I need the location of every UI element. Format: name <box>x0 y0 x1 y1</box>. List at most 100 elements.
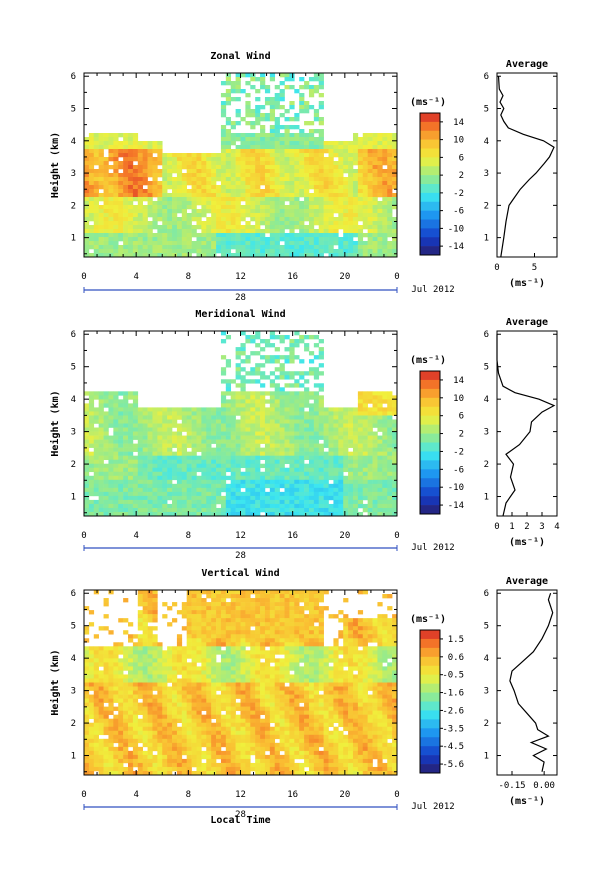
colorbar-segment <box>420 424 440 434</box>
average-y-tick-label: 2 <box>484 201 489 211</box>
colorbar-segment <box>420 371 440 381</box>
y-tick-label: 5 <box>71 105 76 115</box>
colorbar-segment <box>420 246 440 256</box>
colorbar-segment <box>420 647 440 658</box>
colorbar-tick-label: 14 <box>453 376 464 386</box>
day-label: 28 <box>235 293 246 303</box>
date-label: Jul 2012 <box>411 802 454 812</box>
colorbar-segment <box>420 113 440 123</box>
colorbar-segment <box>420 701 440 711</box>
colorbar-segment <box>420 442 440 452</box>
colorbar-segment <box>420 192 440 203</box>
average-title: Average <box>506 576 548 587</box>
panel-title: Vertical Wind <box>201 567 279 579</box>
colorbar-segment <box>420 184 440 194</box>
y-tick-label: 3 <box>71 169 76 179</box>
colorbar-segment <box>420 728 440 738</box>
y-axis-label: Height (km) <box>49 649 61 715</box>
y-axis-label: Height (km) <box>49 132 61 198</box>
colorbar-segment <box>420 219 440 229</box>
y-tick-label: 6 <box>71 330 76 340</box>
colorbar-tick-label: 14 <box>453 118 464 128</box>
average-x-tick-label: 0 <box>494 522 499 532</box>
colorbar-segment <box>420 746 440 756</box>
x-tick-label: 0 <box>81 531 86 541</box>
x-tick-label: 0 <box>394 790 399 800</box>
colorbar-tick-label: 1.5 <box>448 635 464 645</box>
colorbar-segment <box>420 496 440 506</box>
colorbar-tick-label: 6 <box>459 153 464 163</box>
colorbar-segment <box>420 710 440 720</box>
colorbar-tick-label: -10 <box>448 224 464 234</box>
x-tick-label: 12 <box>235 790 246 800</box>
colorbar-segment <box>420 505 440 515</box>
y-tick-label: 3 <box>71 687 76 697</box>
average-panel: Average 1 2 3 4 5 6 0 5 (ms⁻¹) <box>484 59 558 289</box>
colorbar-segment <box>420 764 440 774</box>
colorbar-segment <box>420 130 440 140</box>
x-tick-label: 0 <box>394 531 399 541</box>
colorbar-segment <box>420 683 440 693</box>
x-tick-label: 20 <box>339 272 350 282</box>
colorbar-tick-label: 2 <box>459 430 464 440</box>
colorbar-tick-label: -2.6 <box>442 706 464 716</box>
y-tick-label: 4 <box>71 654 76 664</box>
colorbar-unit: (ms⁻¹) <box>410 614 446 625</box>
colorbar-segment <box>420 755 440 765</box>
y-tick-label: 6 <box>71 72 76 82</box>
average-y-tick-label: 4 <box>484 395 489 405</box>
colorbar-segment <box>420 460 440 470</box>
y-tick-label: 1 <box>71 752 76 762</box>
colorbar-segment <box>420 397 440 408</box>
average-y-tick-label: 5 <box>484 622 489 632</box>
average-y-tick-label: 3 <box>484 169 489 179</box>
colorbar-segment <box>420 478 440 488</box>
colorbar-tick-label: -0.5 <box>442 671 464 681</box>
colorbar-segment <box>420 674 440 684</box>
x-tick-label: 4 <box>133 272 138 282</box>
average-profile-line <box>497 76 555 258</box>
y-tick-label: 2 <box>71 460 76 470</box>
heatmap-cells <box>84 73 398 258</box>
colorbar-tick-label: -6 <box>453 465 464 475</box>
x-tick-label: 16 <box>287 790 298 800</box>
average-x-tick-label: 0 <box>494 263 499 273</box>
panel-title: Zonal Wind <box>210 50 270 62</box>
average-y-tick-label: 6 <box>484 72 489 82</box>
colorbar-tick-label: 0.6 <box>448 653 464 663</box>
colorbar-tick-label: 2 <box>459 171 464 181</box>
average-profile-line <box>509 593 554 772</box>
average-y-tick-label: 4 <box>484 654 489 664</box>
x-tick-label: 0 <box>81 790 86 800</box>
average-title: Average <box>506 59 548 70</box>
average-y-tick-label: 6 <box>484 589 489 599</box>
colorbar-tick-label: 6 <box>459 412 464 422</box>
colorbar-segment <box>420 737 440 747</box>
average-frame <box>496 589 558 776</box>
colorbar-segment <box>420 433 440 443</box>
x-tick-label: 8 <box>186 272 191 282</box>
day-label: 28 <box>235 810 246 820</box>
colorbar-frame <box>419 112 441 256</box>
average-title: Average <box>506 317 548 328</box>
average-x-tick-label: 1 <box>509 522 514 532</box>
average-y-tick-label: 3 <box>484 428 489 438</box>
colorbar-segment <box>420 210 440 220</box>
average-x-label: (ms⁻¹) <box>509 796 545 807</box>
colorbar-segment <box>420 121 440 132</box>
colorbar-tick-label: -4.5 <box>442 742 464 752</box>
y-tick-label: 1 <box>71 493 76 503</box>
colorbar-tick-label: -10 <box>448 483 464 493</box>
colorbar-segment <box>420 406 440 416</box>
colorbar-tick-label: -6 <box>453 207 464 217</box>
x-tick-label: 4 <box>133 790 138 800</box>
colorbar-frame <box>419 370 441 515</box>
colorbar-segment <box>420 719 440 729</box>
colorbar-segment <box>420 630 440 640</box>
average-x-label: (ms⁻¹) <box>509 537 545 548</box>
colorbar-frame <box>419 629 441 774</box>
x-tick-label: 4 <box>133 531 138 541</box>
colorbar-segment <box>420 166 440 176</box>
